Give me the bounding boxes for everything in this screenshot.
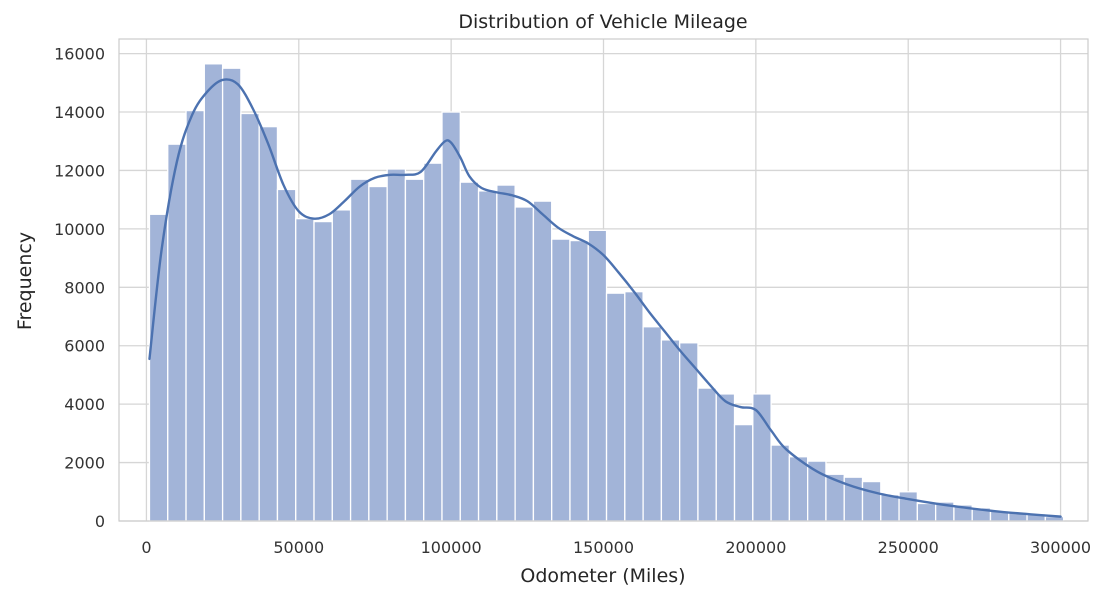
histogram-bar xyxy=(532,200,553,522)
kde-curve xyxy=(148,78,1062,518)
x-axis-label: Odometer (Miles) xyxy=(520,565,685,587)
histogram-bar xyxy=(167,143,187,522)
histogram-bar xyxy=(569,239,589,522)
histogram-bar xyxy=(423,162,443,522)
histogram-bar xyxy=(733,423,754,522)
histogram-bar xyxy=(148,213,169,522)
x-tick-label: 100000 xyxy=(421,538,482,557)
y-tick-label: 2000 xyxy=(64,454,105,473)
histogram-bar xyxy=(313,220,333,522)
kde-curve-group xyxy=(148,78,1062,518)
histogram-bar xyxy=(295,218,315,522)
tick-labels: 0 2000 4000 6000 8000 10000 12000 14000 16000 0 50… xyxy=(54,45,1091,557)
x-tick-label: 250000 xyxy=(878,538,939,557)
histogram-bar xyxy=(459,181,480,522)
histogram-bar xyxy=(770,444,791,522)
histogram-bar xyxy=(916,502,937,522)
histogram-bar xyxy=(441,111,461,522)
histogram-bar xyxy=(605,292,626,522)
x-tick-label: 0 xyxy=(141,538,151,557)
histogram-bar xyxy=(276,188,297,522)
histogram-bar xyxy=(715,393,736,522)
histogram-bar xyxy=(697,387,717,522)
histogram-bar xyxy=(551,238,571,522)
histogram-bar xyxy=(788,456,809,522)
histogram-bar xyxy=(368,185,388,522)
x-tick-label: 300000 xyxy=(1030,538,1091,557)
histogram-bar xyxy=(203,63,224,522)
histogram-bar xyxy=(660,339,681,522)
histogram-bar xyxy=(477,190,498,522)
y-tick-label: 0 xyxy=(95,512,105,531)
y-tick-label: 12000 xyxy=(54,161,105,180)
histogram-bar xyxy=(496,184,516,522)
histogram-bar xyxy=(386,168,407,522)
chart-title: Distribution of Vehicle Mileage xyxy=(458,11,747,33)
y-axis-label: Frequency xyxy=(14,232,36,330)
histogram-bar xyxy=(587,229,608,522)
histogram-bar xyxy=(642,326,663,522)
x-tick-label: 50000 xyxy=(273,538,324,557)
x-tick-label: 200000 xyxy=(725,538,786,557)
y-tick-label: 14000 xyxy=(54,103,105,122)
y-tick-label: 10000 xyxy=(54,220,105,239)
plot-frame xyxy=(118,38,1089,522)
histogram-bar xyxy=(349,178,370,522)
histogram-bar xyxy=(404,178,425,522)
histogram-bar xyxy=(221,67,242,522)
histogram-bar xyxy=(514,206,535,522)
histogram-bar xyxy=(331,209,352,522)
histogram-bar xyxy=(898,491,919,522)
y-tick-label: 6000 xyxy=(64,337,105,356)
y-tick-label: 4000 xyxy=(64,395,105,414)
histogram-bar xyxy=(240,112,260,522)
x-tick-label: 150000 xyxy=(573,538,634,557)
histogram-bars xyxy=(148,63,1065,522)
histogram-bar xyxy=(258,125,279,522)
y-tick-label: 8000 xyxy=(64,278,105,297)
histogram-bar xyxy=(752,393,772,522)
histogram-bar xyxy=(185,109,205,522)
histogram-bar xyxy=(861,480,882,522)
y-tick-label: 16000 xyxy=(54,45,105,64)
histogram-bar xyxy=(880,494,900,522)
histogram-bar xyxy=(624,291,644,522)
